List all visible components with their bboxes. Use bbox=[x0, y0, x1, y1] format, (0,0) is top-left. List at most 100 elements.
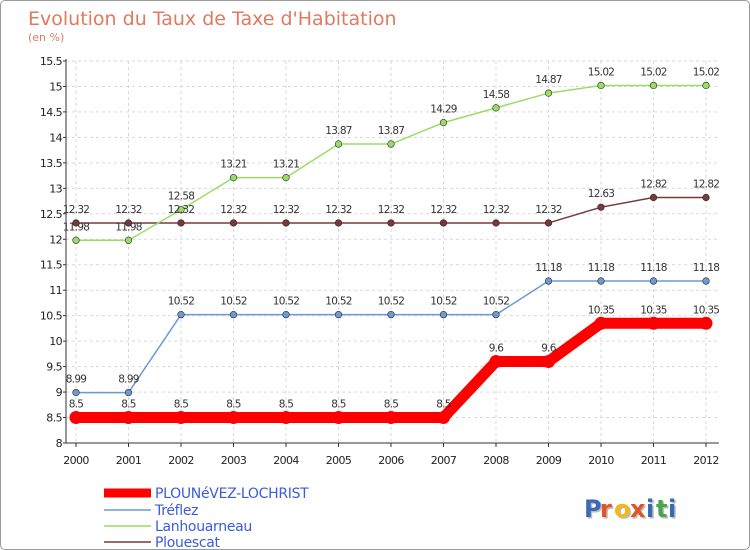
logo-letter-shadow: o bbox=[616, 497, 634, 525]
data-label: 12.32 bbox=[168, 204, 195, 216]
data-point bbox=[72, 236, 80, 244]
data-label: 10.52 bbox=[325, 296, 352, 308]
data-point bbox=[702, 193, 710, 202]
data-point bbox=[542, 355, 555, 369]
data-label: 12.32 bbox=[115, 204, 142, 216]
data-point bbox=[387, 140, 395, 148]
logo-letter: P bbox=[584, 495, 603, 523]
x-tick-label: 2012 bbox=[693, 454, 719, 467]
data-label: 9.6 bbox=[541, 343, 557, 355]
legend-label: Lanhouarneau bbox=[155, 519, 252, 535]
data-label: 14.58 bbox=[483, 89, 510, 101]
data-label: 8.5 bbox=[226, 399, 241, 411]
logo-letter: o bbox=[614, 495, 632, 523]
data-label: 11.98 bbox=[115, 221, 142, 233]
data-label: 12.32 bbox=[483, 204, 510, 216]
data-label: 12.32 bbox=[220, 204, 247, 216]
data-label: 11.18 bbox=[535, 262, 562, 274]
legend-label: Tréflez bbox=[154, 503, 198, 519]
data-label: 12.82 bbox=[640, 179, 667, 191]
logo-letter-shadow: r bbox=[602, 497, 615, 525]
data-label: 13.87 bbox=[325, 125, 352, 137]
data-label: 8.5 bbox=[384, 399, 399, 411]
data-label: 12.63 bbox=[588, 188, 615, 200]
chart-title: Evolution du Taux de Taxe d'Habitation bbox=[28, 8, 397, 30]
x-tick-label: 2005 bbox=[326, 454, 352, 467]
data-point bbox=[124, 236, 133, 244]
data-point bbox=[492, 311, 500, 319]
data-label: 12.32 bbox=[63, 204, 90, 216]
data-point bbox=[334, 219, 343, 227]
y-tick-label: 9.5 bbox=[46, 361, 62, 374]
y-tick-label: 13.5 bbox=[40, 157, 63, 170]
data-point bbox=[282, 219, 290, 227]
data-point bbox=[282, 174, 290, 182]
y-tick-label: 12.5 bbox=[40, 208, 63, 221]
logo-letter-shadow: i bbox=[648, 497, 657, 525]
data-label: 10.52 bbox=[273, 296, 300, 308]
data-point bbox=[492, 219, 500, 227]
data-point bbox=[279, 411, 293, 425]
data-label: 10.52 bbox=[378, 296, 405, 308]
data-label: 15.02 bbox=[640, 66, 667, 78]
data-point bbox=[702, 277, 710, 285]
data-label: 8.5 bbox=[331, 399, 346, 411]
data-label: 15.02 bbox=[588, 66, 615, 78]
data-label: 12.32 bbox=[273, 204, 300, 216]
data-point bbox=[122, 411, 135, 425]
data-point bbox=[124, 388, 133, 397]
data-point bbox=[699, 316, 713, 330]
data-label: 8.5 bbox=[69, 399, 84, 411]
data-point bbox=[229, 174, 238, 182]
data-label: 8.99 bbox=[118, 374, 139, 386]
data-label: 8.5 bbox=[121, 399, 136, 411]
data-point bbox=[647, 316, 660, 330]
data-point bbox=[597, 277, 605, 285]
data-point bbox=[597, 203, 605, 211]
data-label: 11.18 bbox=[693, 262, 720, 274]
data-label: 8.5 bbox=[279, 399, 294, 411]
data-point bbox=[489, 355, 503, 369]
x-tick-label: 2010 bbox=[588, 454, 614, 467]
data-label: 10.35 bbox=[640, 304, 667, 316]
data-label: 12.32 bbox=[535, 204, 562, 216]
y-tick-label: 14.5 bbox=[40, 106, 63, 119]
data-label: 8.99 bbox=[66, 374, 87, 386]
data-label: 14.29 bbox=[430, 104, 457, 116]
logo-letter: x bbox=[630, 495, 646, 523]
data-point bbox=[334, 311, 343, 319]
logo-letter: t bbox=[656, 495, 668, 523]
data-point bbox=[72, 219, 80, 227]
logo-letter: i bbox=[668, 495, 677, 523]
data-point bbox=[384, 411, 398, 425]
data-label: 12.82 bbox=[693, 179, 720, 191]
data-point bbox=[334, 140, 343, 148]
y-tick-label: 13 bbox=[49, 182, 62, 195]
logo-letter-shadow: i bbox=[670, 497, 679, 525]
grid bbox=[66, 60, 719, 444]
data-point bbox=[72, 388, 80, 397]
data-labels: 12.32 12.32 12.32 12.32 12.32 12.32 12.32 12.32… bbox=[63, 66, 720, 410]
y-tick-label: 15.5 bbox=[40, 55, 63, 68]
data-label: 10.52 bbox=[220, 296, 247, 308]
data-point bbox=[282, 311, 290, 319]
x-tick-label: 2008 bbox=[483, 454, 509, 467]
series-lines bbox=[69, 81, 713, 425]
y-tick-label: 10.5 bbox=[40, 310, 63, 323]
data-label: 12.32 bbox=[325, 204, 352, 216]
data-label: 10.52 bbox=[168, 296, 195, 308]
data-point bbox=[544, 219, 553, 227]
data-point bbox=[124, 219, 133, 227]
data-point bbox=[439, 311, 448, 319]
logo-letter-shadow: P bbox=[586, 497, 605, 525]
logo-letter-shadow: t bbox=[658, 497, 670, 525]
data-point bbox=[387, 219, 395, 227]
data-label: 10.52 bbox=[430, 296, 457, 308]
data-label: 8.5 bbox=[436, 399, 451, 411]
data-point bbox=[229, 311, 238, 319]
data-point bbox=[649, 277, 658, 285]
data-label: 9.6 bbox=[489, 343, 505, 355]
axes: 8 8.5 9 9.5 10 10.5 11 11.5 12 12.5 13 13.5 14 14.5 15… bbox=[40, 55, 719, 467]
data-point bbox=[332, 411, 345, 425]
data-label: 8.5 bbox=[174, 399, 189, 411]
